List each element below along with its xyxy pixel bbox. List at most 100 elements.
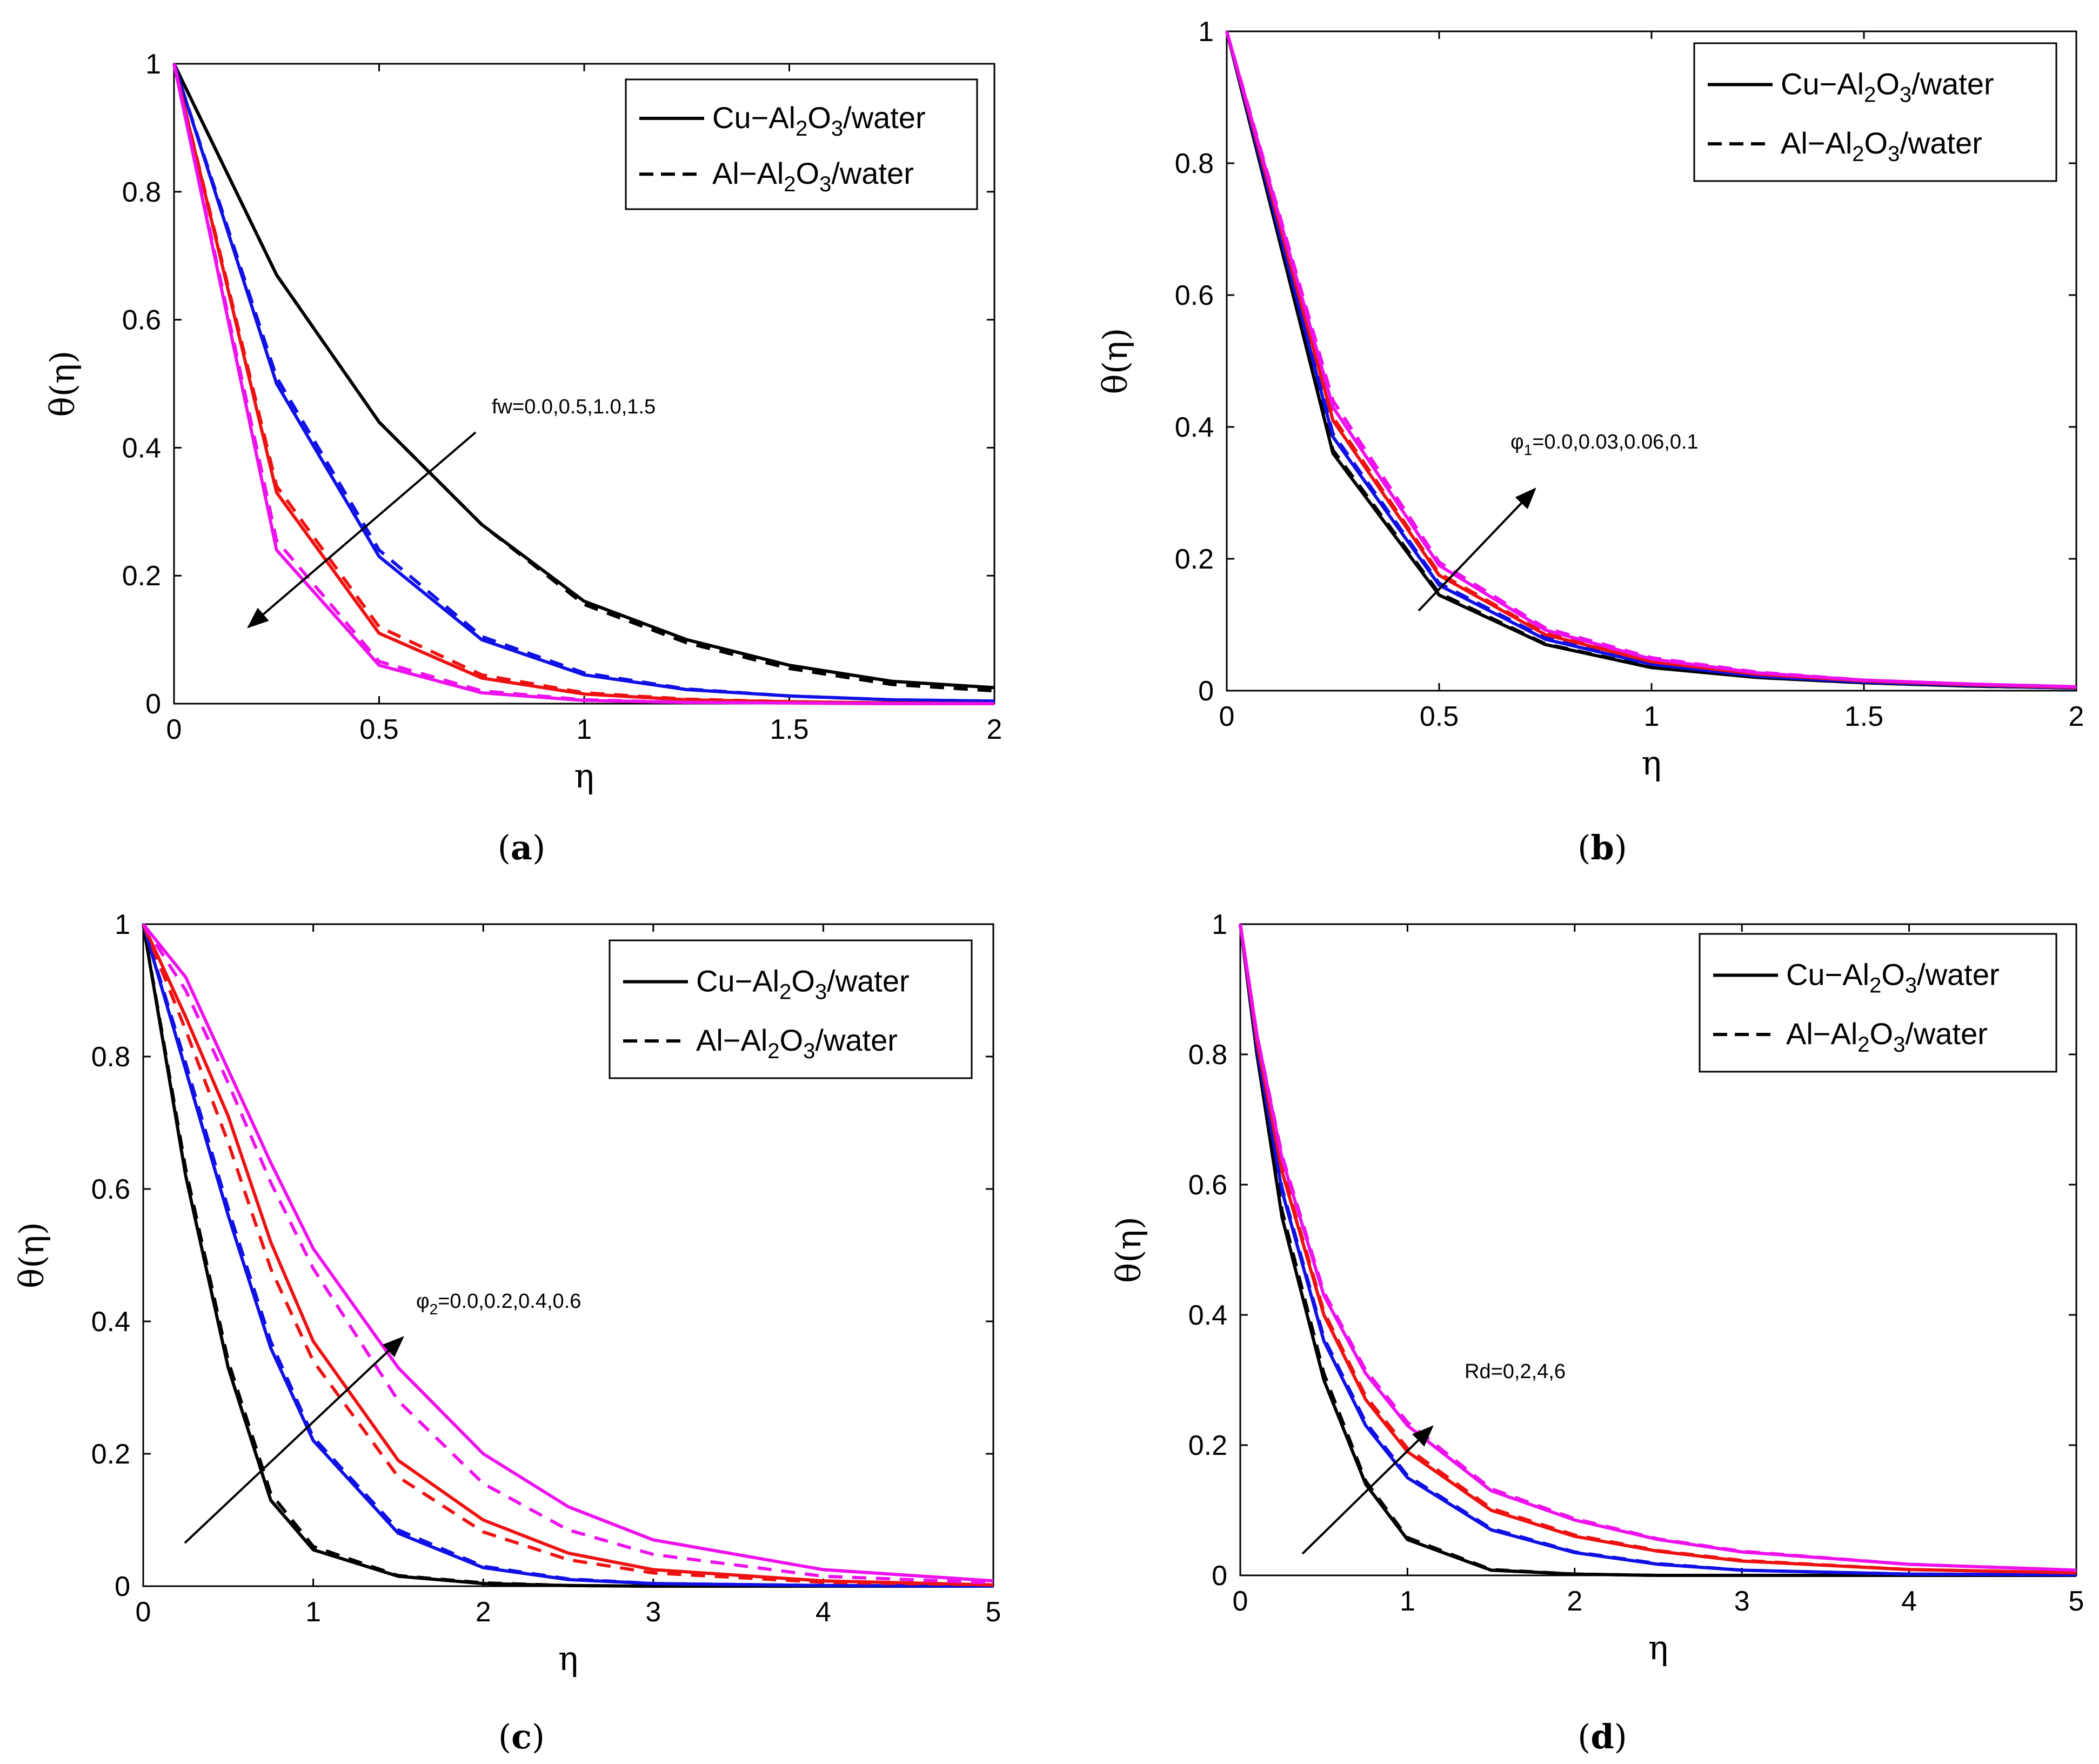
y-tick-label: 0.4 bbox=[1175, 412, 1214, 443]
annotation-label: φ2=0.0,0.2,0.4,0.6 bbox=[416, 1290, 581, 1318]
annotation-label: φ1=0.0,0.03,0.06,0.1 bbox=[1510, 431, 1699, 458]
x-tick-label: 1.5 bbox=[770, 714, 808, 745]
panel-caption: (c) bbox=[498, 1717, 545, 1756]
annotation-label: fw=0.0,0.5,1.0,1.5 bbox=[492, 396, 656, 418]
y-tick-label: 0 bbox=[145, 689, 161, 720]
y-tick-label: 0.8 bbox=[91, 1041, 130, 1073]
legend-label-cu: Cu−Al2O3/water bbox=[696, 964, 910, 1004]
chart-panel-a: 0 0.5 1 1.5 2 0 0.2 0.4 0.6 0.8 1 η θ(η) fw=0.0,0.5,1… bbox=[43, 49, 1002, 867]
chart-panel-c: 0 1 2 3 4 5 0 0.2 0.4 0.6 0.8 1 η θ(η) φ2=0.0,0.2,0.4,… bbox=[12, 909, 1001, 1756]
annotation-arrow bbox=[184, 1336, 404, 1544]
x-tick-label: 3 bbox=[645, 1596, 661, 1628]
series-line-magenta-dashed bbox=[172, 63, 994, 705]
x-tick-label: 4 bbox=[1901, 1586, 1917, 1617]
x-tick-label: 2 bbox=[2069, 701, 2084, 732]
series-line-blue-dashed bbox=[1225, 31, 2077, 690]
series-line-black-dashed bbox=[142, 924, 993, 1588]
x-tick-label: 1 bbox=[577, 714, 592, 745]
y-tick-label: 0.6 bbox=[1188, 1170, 1227, 1201]
series-line-magenta-dashed bbox=[1239, 924, 2077, 1572]
y-tick-label: 0.6 bbox=[1175, 280, 1214, 311]
series-line-magenta-dashed bbox=[1225, 31, 2077, 689]
y-tick-label: 0 bbox=[1212, 1560, 1227, 1592]
y-tick-label: 0 bbox=[1198, 676, 1214, 707]
x-tick-label: 0.5 bbox=[1420, 701, 1459, 732]
y-tick-label: 0.6 bbox=[91, 1174, 130, 1205]
x-tick-label: 2 bbox=[476, 1596, 491, 1628]
y-tick-label: 0.2 bbox=[1188, 1430, 1227, 1461]
y-tick-label: 0.8 bbox=[1188, 1039, 1227, 1071]
legend-box bbox=[609, 939, 973, 1079]
legend: Cu−Al2O3/water Al−Al2O3/water bbox=[625, 78, 978, 210]
y-tick-label: 0.2 bbox=[122, 560, 161, 592]
legend: Cu−Al2O3/water Al−Al2O3/water bbox=[1693, 42, 2057, 182]
x-tick-label: 5 bbox=[986, 1596, 1001, 1628]
series-line-red-solid bbox=[1239, 924, 2077, 1575]
series-line-blue-dashed bbox=[1239, 924, 2077, 1576]
x-tick-label: 5 bbox=[2069, 1586, 2084, 1617]
x-tick-label: 0 bbox=[1219, 701, 1235, 732]
chart-panel-d: 0 1 2 3 4 5 0 0.2 0.4 0.6 0.8 1 η θ(η) Rd=0,2,4,6 Cu−Al… bbox=[1109, 909, 2084, 1756]
series-line-blue-dashed bbox=[142, 924, 994, 1588]
series-line-red-dashed bbox=[142, 923, 994, 1587]
legend-box bbox=[1699, 933, 2057, 1073]
x-axis-label: η bbox=[574, 756, 594, 796]
series-line-red-dashed bbox=[1239, 924, 2077, 1575]
x-tick-label: 0 bbox=[136, 1596, 151, 1628]
x-tick-label: 1.5 bbox=[1844, 701, 1883, 732]
x-tick-label: 0 bbox=[166, 714, 182, 745]
y-tick-label: 0.6 bbox=[122, 305, 161, 336]
legend-label-al: Al−Al2O3/water bbox=[1786, 1017, 1988, 1057]
annotation-label: Rd=0,2,4,6 bbox=[1465, 1360, 1566, 1383]
y-tick-label: 0.4 bbox=[91, 1306, 130, 1338]
y-axis-label: θ(η) bbox=[12, 1222, 51, 1288]
legend-label-cu: Cu−Al2O3/water bbox=[1781, 67, 1994, 107]
panel-caption: (d) bbox=[1577, 1717, 1627, 1756]
y-tick-label: 0.4 bbox=[122, 432, 161, 464]
x-axis-label: η bbox=[1648, 1628, 1668, 1667]
legend-label-al: Al−Al2O3/water bbox=[696, 1023, 898, 1063]
legend-label-al: Al−Al2O3/water bbox=[1781, 126, 1982, 166]
y-axis-label: θ(η) bbox=[1095, 328, 1135, 395]
annotation-arrow bbox=[246, 431, 477, 629]
y-tick-label: 1 bbox=[145, 49, 161, 80]
y-axis-label: θ(η) bbox=[43, 351, 82, 417]
legend-box bbox=[625, 78, 978, 210]
chart-panel-b: 0 0.5 1 1.5 2 0 0.2 0.4 0.6 0.8 1 η θ(η) φ1=0.0,0.03,… bbox=[1095, 16, 2084, 867]
panel-caption: (a) bbox=[498, 828, 546, 867]
series-line-black-dashed bbox=[172, 63, 995, 693]
y-tick-label: 1 bbox=[1198, 16, 1214, 48]
x-tick-label: 1 bbox=[1400, 1586, 1415, 1617]
legend: Cu−Al2O3/water Al−Al2O3/water bbox=[1699, 933, 2057, 1073]
x-tick-label: 2 bbox=[1567, 1586, 1582, 1617]
x-axis-label: η bbox=[1641, 743, 1661, 783]
y-tick-label: 0 bbox=[115, 1571, 130, 1602]
y-tick-label: 1 bbox=[115, 909, 130, 940]
y-axis-label: θ(η) bbox=[1109, 1217, 1148, 1283]
y-tick-label: 1 bbox=[1212, 909, 1227, 940]
x-tick-label: 1 bbox=[305, 1596, 321, 1628]
series-line-magenta-dashed bbox=[142, 923, 994, 1585]
x-tick-label: 4 bbox=[815, 1596, 831, 1628]
legend-box bbox=[1693, 42, 2057, 182]
x-tick-label: 2 bbox=[987, 714, 1002, 745]
panel-caption: (b) bbox=[1577, 828, 1627, 867]
y-tick-label: 0.2 bbox=[91, 1439, 130, 1470]
y-tick-label: 0.2 bbox=[1175, 544, 1214, 575]
x-tick-label: 3 bbox=[1734, 1586, 1750, 1617]
legend: Cu−Al2O3/water Al−Al2O3/water bbox=[609, 939, 973, 1079]
series-line-red-solid bbox=[142, 923, 994, 1587]
x-tick-label: 0 bbox=[1233, 1586, 1248, 1617]
y-tick-label: 0.8 bbox=[1175, 148, 1214, 179]
y-tick-label: 0.4 bbox=[1188, 1300, 1227, 1331]
annotation-arrow bbox=[1418, 487, 1536, 612]
legend-label-cu: Cu−Al2O3/water bbox=[1786, 958, 2000, 998]
legend-label-al: Al−Al2O3/water bbox=[712, 156, 914, 196]
y-tick-label: 0.8 bbox=[122, 177, 161, 208]
annotation-arrow bbox=[1301, 1425, 1434, 1555]
series-line-blue-dashed bbox=[172, 63, 995, 703]
x-tick-label: 1 bbox=[1644, 701, 1660, 732]
series-line-magenta-solid bbox=[142, 923, 994, 1583]
